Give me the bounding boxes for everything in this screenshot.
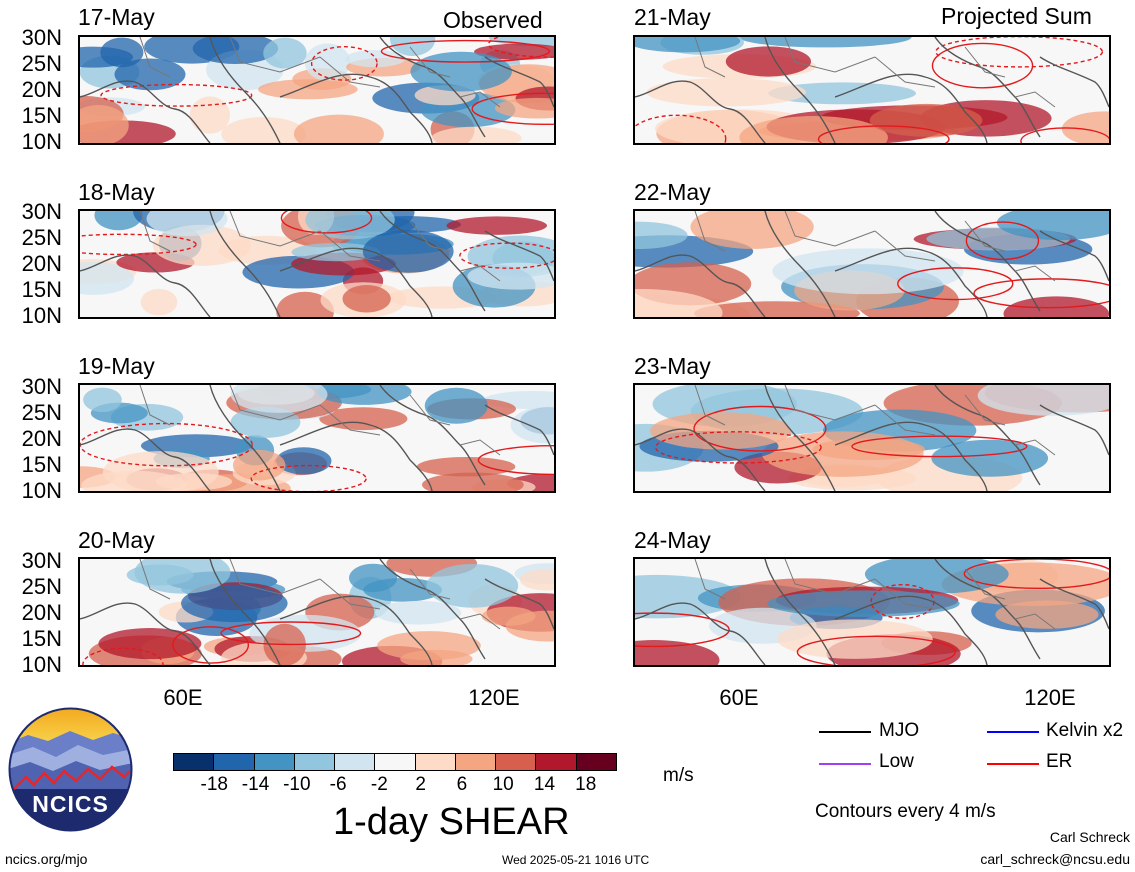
lon-tick-60e: 60E xyxy=(163,685,203,710)
observed-label: Observed xyxy=(443,7,543,33)
lat-tick-30n: 30N xyxy=(21,374,62,399)
lat-tick-15n: 15N xyxy=(21,103,62,128)
lat-tick-15n: 15N xyxy=(21,626,62,651)
map-panel-projected-24-may xyxy=(633,557,1111,667)
footer-timestamp: Wed 2025-05-21 1016 UTC xyxy=(502,853,650,867)
colorbar-swatch xyxy=(253,753,295,771)
colorbar-swatch xyxy=(293,753,336,771)
lat-tick-20n: 20N xyxy=(21,77,62,102)
chart-title: 1-day SHEAR xyxy=(333,801,570,843)
legend: MJO Kelvin x2 Low ER xyxy=(815,718,1135,783)
legend-line-kelvin xyxy=(987,731,1039,733)
lat-tick-20n: 20N xyxy=(21,600,62,625)
map-panel-projected-22-may xyxy=(633,209,1111,319)
legend-label-low: Low xyxy=(879,751,914,772)
map-panel-projected-23-may xyxy=(633,383,1111,493)
legend-label-kelvin: Kelvin x2 xyxy=(1046,720,1124,741)
lat-tick-10n: 10N xyxy=(21,303,62,328)
colorbar-tick-label: 2 xyxy=(415,774,426,795)
lat-tick-25n: 25N xyxy=(21,574,62,599)
colorbar-swatch xyxy=(535,753,577,771)
ncics-logo[interactable]: NCICS xyxy=(8,707,133,832)
colorbar-tick-label: -18 xyxy=(200,774,228,795)
shear-field xyxy=(80,211,554,317)
projected-sum-label: Projected Sum xyxy=(941,3,1092,29)
legend-label-er: ER xyxy=(1046,751,1073,772)
colorbar-tick-label: 18 xyxy=(575,774,597,795)
panel-date-label: 24-May xyxy=(634,527,711,553)
colorbar-tick-label: 6 xyxy=(456,774,468,795)
footer-email[interactable]: carl_schreck@ncsu.edu xyxy=(980,851,1130,867)
lat-tick-10n: 10N xyxy=(21,478,62,503)
lon-tick-60e: 60E xyxy=(719,685,759,710)
panel-date-label: 20-May xyxy=(78,527,155,553)
panel-date-label: 22-May xyxy=(634,179,711,205)
footer-url[interactable]: ncics.org/mjo xyxy=(5,851,88,867)
panel-date-label: 21-May xyxy=(634,4,711,30)
legend-line-er xyxy=(987,763,1039,765)
shear-field xyxy=(80,385,554,491)
map-panel-observed-20-may xyxy=(78,557,556,667)
lat-tick-20n: 20N xyxy=(21,426,62,451)
legend-line-low xyxy=(819,763,871,765)
logo-text: NCICS xyxy=(32,791,109,817)
lat-tick-30n: 30N xyxy=(21,199,62,224)
lat-tick-30n: 30N xyxy=(21,25,62,50)
lat-tick-30n: 30N xyxy=(21,548,62,573)
shear-field xyxy=(635,385,1109,491)
lon-tick-120e: 120E xyxy=(468,685,520,710)
colorbar-swatch xyxy=(213,753,255,771)
shear-field xyxy=(635,559,1109,665)
footer-author: Carl Schreck xyxy=(1049,829,1130,845)
shear-field xyxy=(80,559,554,665)
colorbar-units: m/s xyxy=(663,765,694,786)
panel-date-label: 23-May xyxy=(634,353,711,379)
colorbar-tick-label: -2 xyxy=(370,774,388,795)
panel-date-label: 18-May xyxy=(78,179,155,205)
panel-date-label: 17-May xyxy=(78,4,155,30)
colorbar-tick-labels: -18 -14 -10 -6 -2 2 6 10 14 18 xyxy=(173,775,627,797)
lat-tick-15n: 15N xyxy=(21,277,62,302)
lat-tick-25n: 25N xyxy=(21,400,62,425)
colorbar-tick-label: -14 xyxy=(241,774,270,795)
lat-tick-25n: 25N xyxy=(21,225,62,250)
lat-tick-10n: 10N xyxy=(21,129,62,154)
lat-tick-20n: 20N xyxy=(21,251,62,276)
colorbar-swatch xyxy=(173,753,215,771)
colorbar-swatches xyxy=(173,753,627,771)
legend-line-mjo xyxy=(819,731,871,733)
colorbar-tick-label: 10 xyxy=(492,774,514,795)
lat-tick-15n: 15N xyxy=(21,452,62,477)
colorbar-swatch xyxy=(334,753,376,771)
shear-field xyxy=(635,37,1109,143)
colorbar-swatch xyxy=(454,753,497,771)
legend-label-mjo: MJO xyxy=(879,720,920,741)
colorbar-swatch xyxy=(414,753,456,771)
colorbar xyxy=(173,753,627,771)
colorbar-tick-label: -6 xyxy=(329,774,347,795)
lon-tick-120e: 120E xyxy=(1024,685,1076,710)
colorbar-swatch xyxy=(374,753,416,771)
map-panel-observed-18-may xyxy=(78,209,556,319)
colorbar-swatch xyxy=(495,753,537,771)
colorbar-tick-label: -10 xyxy=(283,774,311,795)
colorbar-swatch xyxy=(575,753,617,771)
shear-field xyxy=(635,211,1109,317)
map-panel-projected-21-may xyxy=(633,35,1111,145)
lat-tick-25n: 25N xyxy=(21,51,62,76)
lat-tick-10n: 10N xyxy=(21,652,62,677)
map-panel-observed-19-may xyxy=(78,383,556,493)
shear-field xyxy=(80,37,554,143)
contour-note: Contours every 4 m/s xyxy=(815,801,996,822)
map-panel-observed-17-may xyxy=(78,35,556,145)
colorbar-tick-label: 14 xyxy=(533,774,556,795)
panel-date-label: 19-May xyxy=(78,353,155,379)
